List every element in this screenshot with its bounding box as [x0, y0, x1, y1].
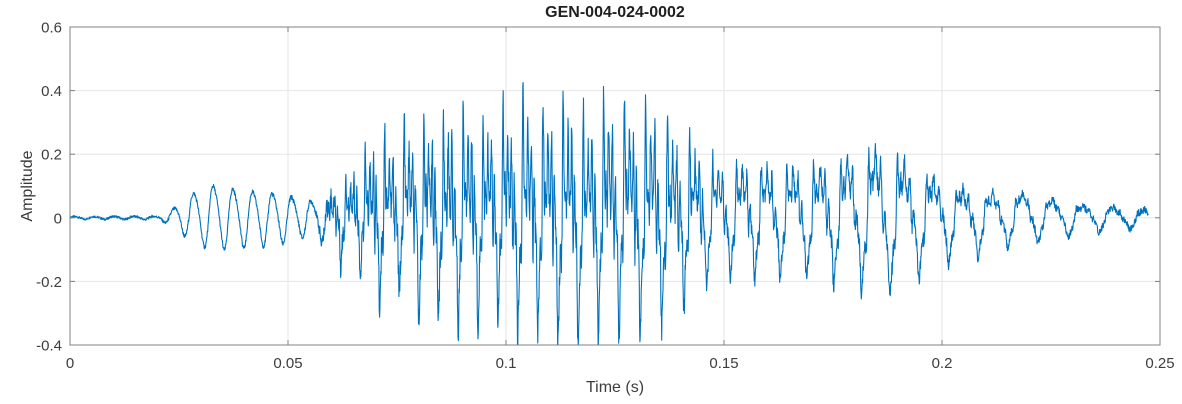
- x-tick-label: 0.15: [709, 355, 738, 372]
- chart-title: GEN-004-024-0002: [545, 4, 685, 21]
- tick-marks: [69, 26, 1161, 346]
- x-axis-label: Time (s): [586, 379, 644, 396]
- y-tick-labels: -0.4 -0.2 0 0.2 0.4 0.6: [36, 20, 62, 355]
- y-axis-label: Amplitude: [19, 150, 36, 221]
- x-tick-labels: 0 0.05 0.1 0.15 0.2 0.25: [66, 355, 1175, 372]
- x-tick-label: 0.1: [496, 355, 517, 372]
- y-tick-label: 0.4: [41, 83, 62, 100]
- y-tick-label: -0.2: [36, 274, 62, 291]
- y-tick-label: 0.2: [41, 147, 62, 164]
- plot-box: [69, 26, 1161, 346]
- waveform-series: [70, 82, 1149, 345]
- x-tick-label: 0: [66, 355, 74, 372]
- waveform-line: [70, 82, 1149, 345]
- x-tick-label: 0.2: [932, 355, 953, 372]
- x-tick-label: 0.25: [1145, 355, 1174, 372]
- y-tick-label: -0.4: [36, 338, 62, 355]
- y-tick-label: 0.6: [41, 20, 62, 37]
- x-tick-label: 0.05: [273, 355, 302, 372]
- y-tick-label: 0: [54, 210, 62, 227]
